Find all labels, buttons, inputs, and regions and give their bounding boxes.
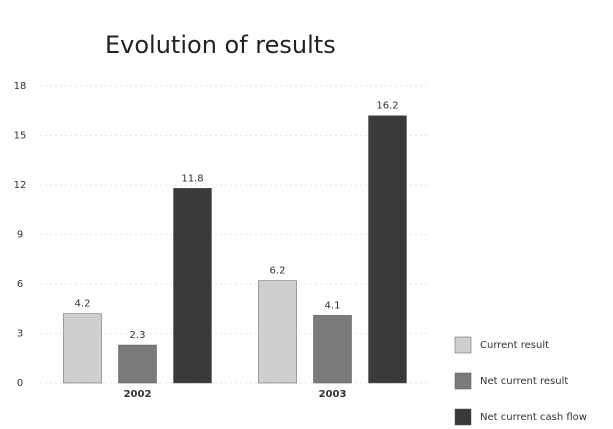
x-tick-label: 2002 [124, 389, 152, 400]
y-tick-label: 18 [14, 81, 27, 92]
legend-swatch [454, 408, 472, 426]
y-tick-label: 0 [17, 378, 23, 389]
legend-label: Net current cash flow [480, 412, 587, 423]
value-label: 4.2 [75, 299, 91, 310]
y-tick-label: 3 [17, 329, 23, 340]
legend-label: Current result [480, 340, 549, 351]
value-label: 2.3 [130, 330, 146, 341]
bar [368, 115, 407, 384]
y-tick-label: 12 [14, 180, 27, 191]
y-tick-label: 9 [17, 230, 23, 241]
value-label: 6.2 [270, 266, 286, 277]
legend-swatch [454, 372, 472, 390]
value-label: 16.2 [376, 101, 398, 112]
bar [63, 313, 102, 384]
value-label: 4.1 [325, 300, 341, 311]
bar [118, 344, 157, 384]
bar [313, 315, 352, 384]
legend-swatch [454, 336, 472, 354]
chart-title: Evolution of results [105, 31, 336, 59]
bar [173, 188, 212, 384]
value-label: 11.8 [181, 173, 203, 184]
y-tick-label: 15 [14, 131, 27, 142]
bar [258, 280, 297, 384]
legend-label: Net current result [480, 376, 568, 387]
y-tick-label: 6 [17, 279, 23, 290]
x-tick-label: 2003 [319, 389, 347, 400]
